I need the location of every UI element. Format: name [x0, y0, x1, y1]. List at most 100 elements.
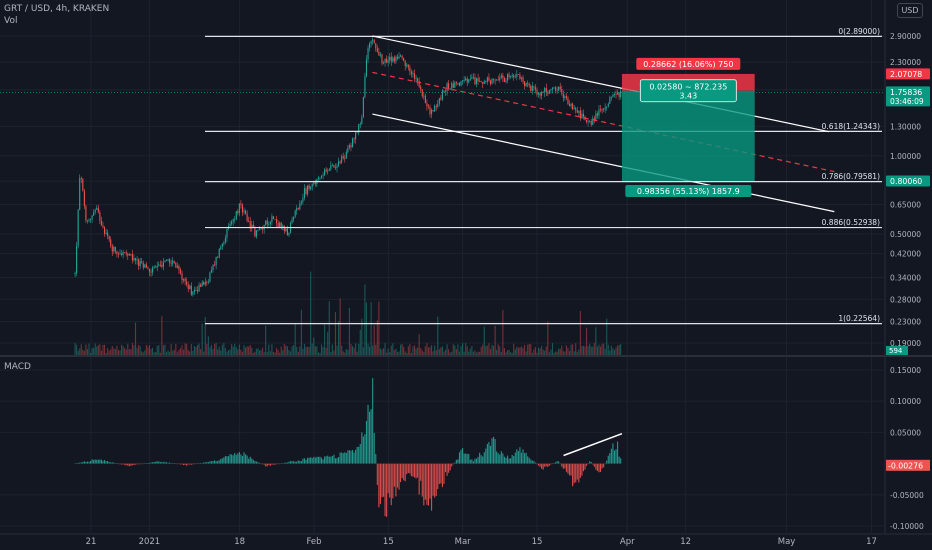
macd-histogram-bar	[598, 463, 600, 473]
price-tick-label: 0.23000	[890, 317, 921, 326]
macd-histogram-bar	[186, 463, 188, 466]
macd-histogram-bar	[100, 459, 102, 464]
macd-histogram-bar	[308, 457, 310, 464]
candle-body	[136, 259, 138, 261]
candle-body	[440, 98, 442, 100]
candle-body	[510, 76, 512, 78]
volume-bar	[517, 347, 519, 355]
macd-histogram-bar	[282, 463, 284, 464]
macd-histogram-bar	[145, 463, 147, 464]
volume-bar	[525, 351, 527, 355]
volume-bar	[289, 351, 292, 355]
candle-body	[288, 232, 290, 235]
volume-bar	[88, 343, 90, 355]
stop-label: 0.28662 (16.06%) 750	[643, 60, 733, 69]
candle-body	[466, 78, 468, 83]
macd-histogram-bar	[107, 461, 109, 464]
candle-body	[128, 254, 130, 256]
volume-bar	[606, 318, 608, 355]
currency-button[interactable]: USD	[897, 3, 923, 18]
macd-histogram-bar	[365, 420, 368, 464]
candle-body	[238, 203, 240, 214]
candle-body	[110, 239, 112, 247]
volume-bar	[300, 309, 302, 355]
volume-bar	[365, 302, 368, 355]
macd-histogram-bar	[516, 449, 518, 464]
candle-body	[568, 104, 571, 106]
macd-label[interactable]: MACD	[4, 362, 31, 372]
volume-bar	[432, 351, 434, 355]
volume-bar	[511, 352, 513, 355]
stop-label-box	[636, 57, 741, 70]
macd-histogram-bar	[77, 462, 79, 464]
macd-histogram-bar	[564, 463, 566, 469]
volume-bar	[398, 351, 400, 355]
volume-bar	[413, 345, 416, 355]
macd-histogram-bar	[403, 463, 405, 481]
candle-body	[134, 258, 137, 261]
macd-histogram-bar	[119, 463, 121, 465]
symbol-label[interactable]: GRT / USD, 4h, KRAKEN	[4, 4, 110, 14]
volume-bar	[344, 352, 346, 355]
macd-histogram-bar	[438, 463, 440, 485]
volume-bar	[493, 345, 495, 355]
x-tick-label: 2021	[139, 537, 161, 547]
macd-histogram-bar	[437, 463, 439, 490]
macd-histogram-bar	[533, 460, 535, 464]
volume-bar	[378, 301, 380, 355]
candle-body	[325, 169, 327, 172]
macd-histogram-bar	[231, 454, 233, 464]
volume-bar	[269, 351, 271, 355]
macd-histogram-bar	[359, 444, 361, 464]
macd-histogram-bar	[88, 461, 90, 464]
candle-body	[537, 92, 540, 95]
candle-body	[432, 109, 434, 112]
candle-body	[598, 109, 600, 116]
candle-body	[201, 282, 203, 287]
price-tag-label: 1.75836	[890, 88, 922, 97]
volume-bar	[392, 343, 394, 355]
volume-bar	[579, 310, 581, 355]
macd-histogram-bar	[90, 460, 92, 464]
volume-bar	[516, 346, 518, 355]
macd-histogram-bar	[207, 462, 209, 464]
volume-bar	[80, 344, 82, 355]
macd-histogram-bar	[477, 456, 479, 464]
volume-bar	[320, 344, 323, 355]
macd-histogram-bar	[567, 463, 569, 474]
volume-bar	[107, 348, 109, 355]
candle-body	[190, 285, 192, 295]
candle-body	[90, 219, 92, 220]
macd-histogram-bar	[300, 461, 302, 464]
macd-histogram-bar	[465, 453, 467, 464]
candle-body	[342, 156, 344, 158]
candle-body	[503, 78, 505, 82]
price-tag-label: 2.07078	[890, 70, 922, 79]
macd-histogram-bar	[555, 462, 557, 464]
volume-bar	[305, 346, 307, 355]
volume-bar	[192, 350, 194, 355]
volume-label[interactable]: Vol	[4, 16, 18, 26]
candle-body	[217, 256, 219, 258]
macd-histogram-bar	[130, 463, 132, 466]
macd-histogram-bar	[499, 454, 501, 464]
candle-body	[310, 186, 312, 189]
macd-histogram-bar	[85, 462, 87, 464]
candle-body	[520, 77, 523, 79]
volume-bar	[482, 344, 484, 355]
candle-body	[567, 98, 569, 105]
volume-bar	[379, 348, 381, 355]
macd-histogram-bar	[178, 463, 180, 465]
candle-body	[294, 210, 296, 217]
volume-bar	[121, 344, 123, 355]
candle-body	[99, 212, 101, 221]
candle-body	[491, 79, 493, 84]
candle-body	[102, 225, 104, 228]
volume-bar	[117, 349, 120, 355]
volume-bar	[556, 351, 558, 355]
macd-histogram-bar	[426, 463, 428, 505]
volume-bar	[460, 346, 462, 355]
volume-bar	[165, 352, 168, 355]
macd-histogram-bar	[293, 461, 295, 464]
